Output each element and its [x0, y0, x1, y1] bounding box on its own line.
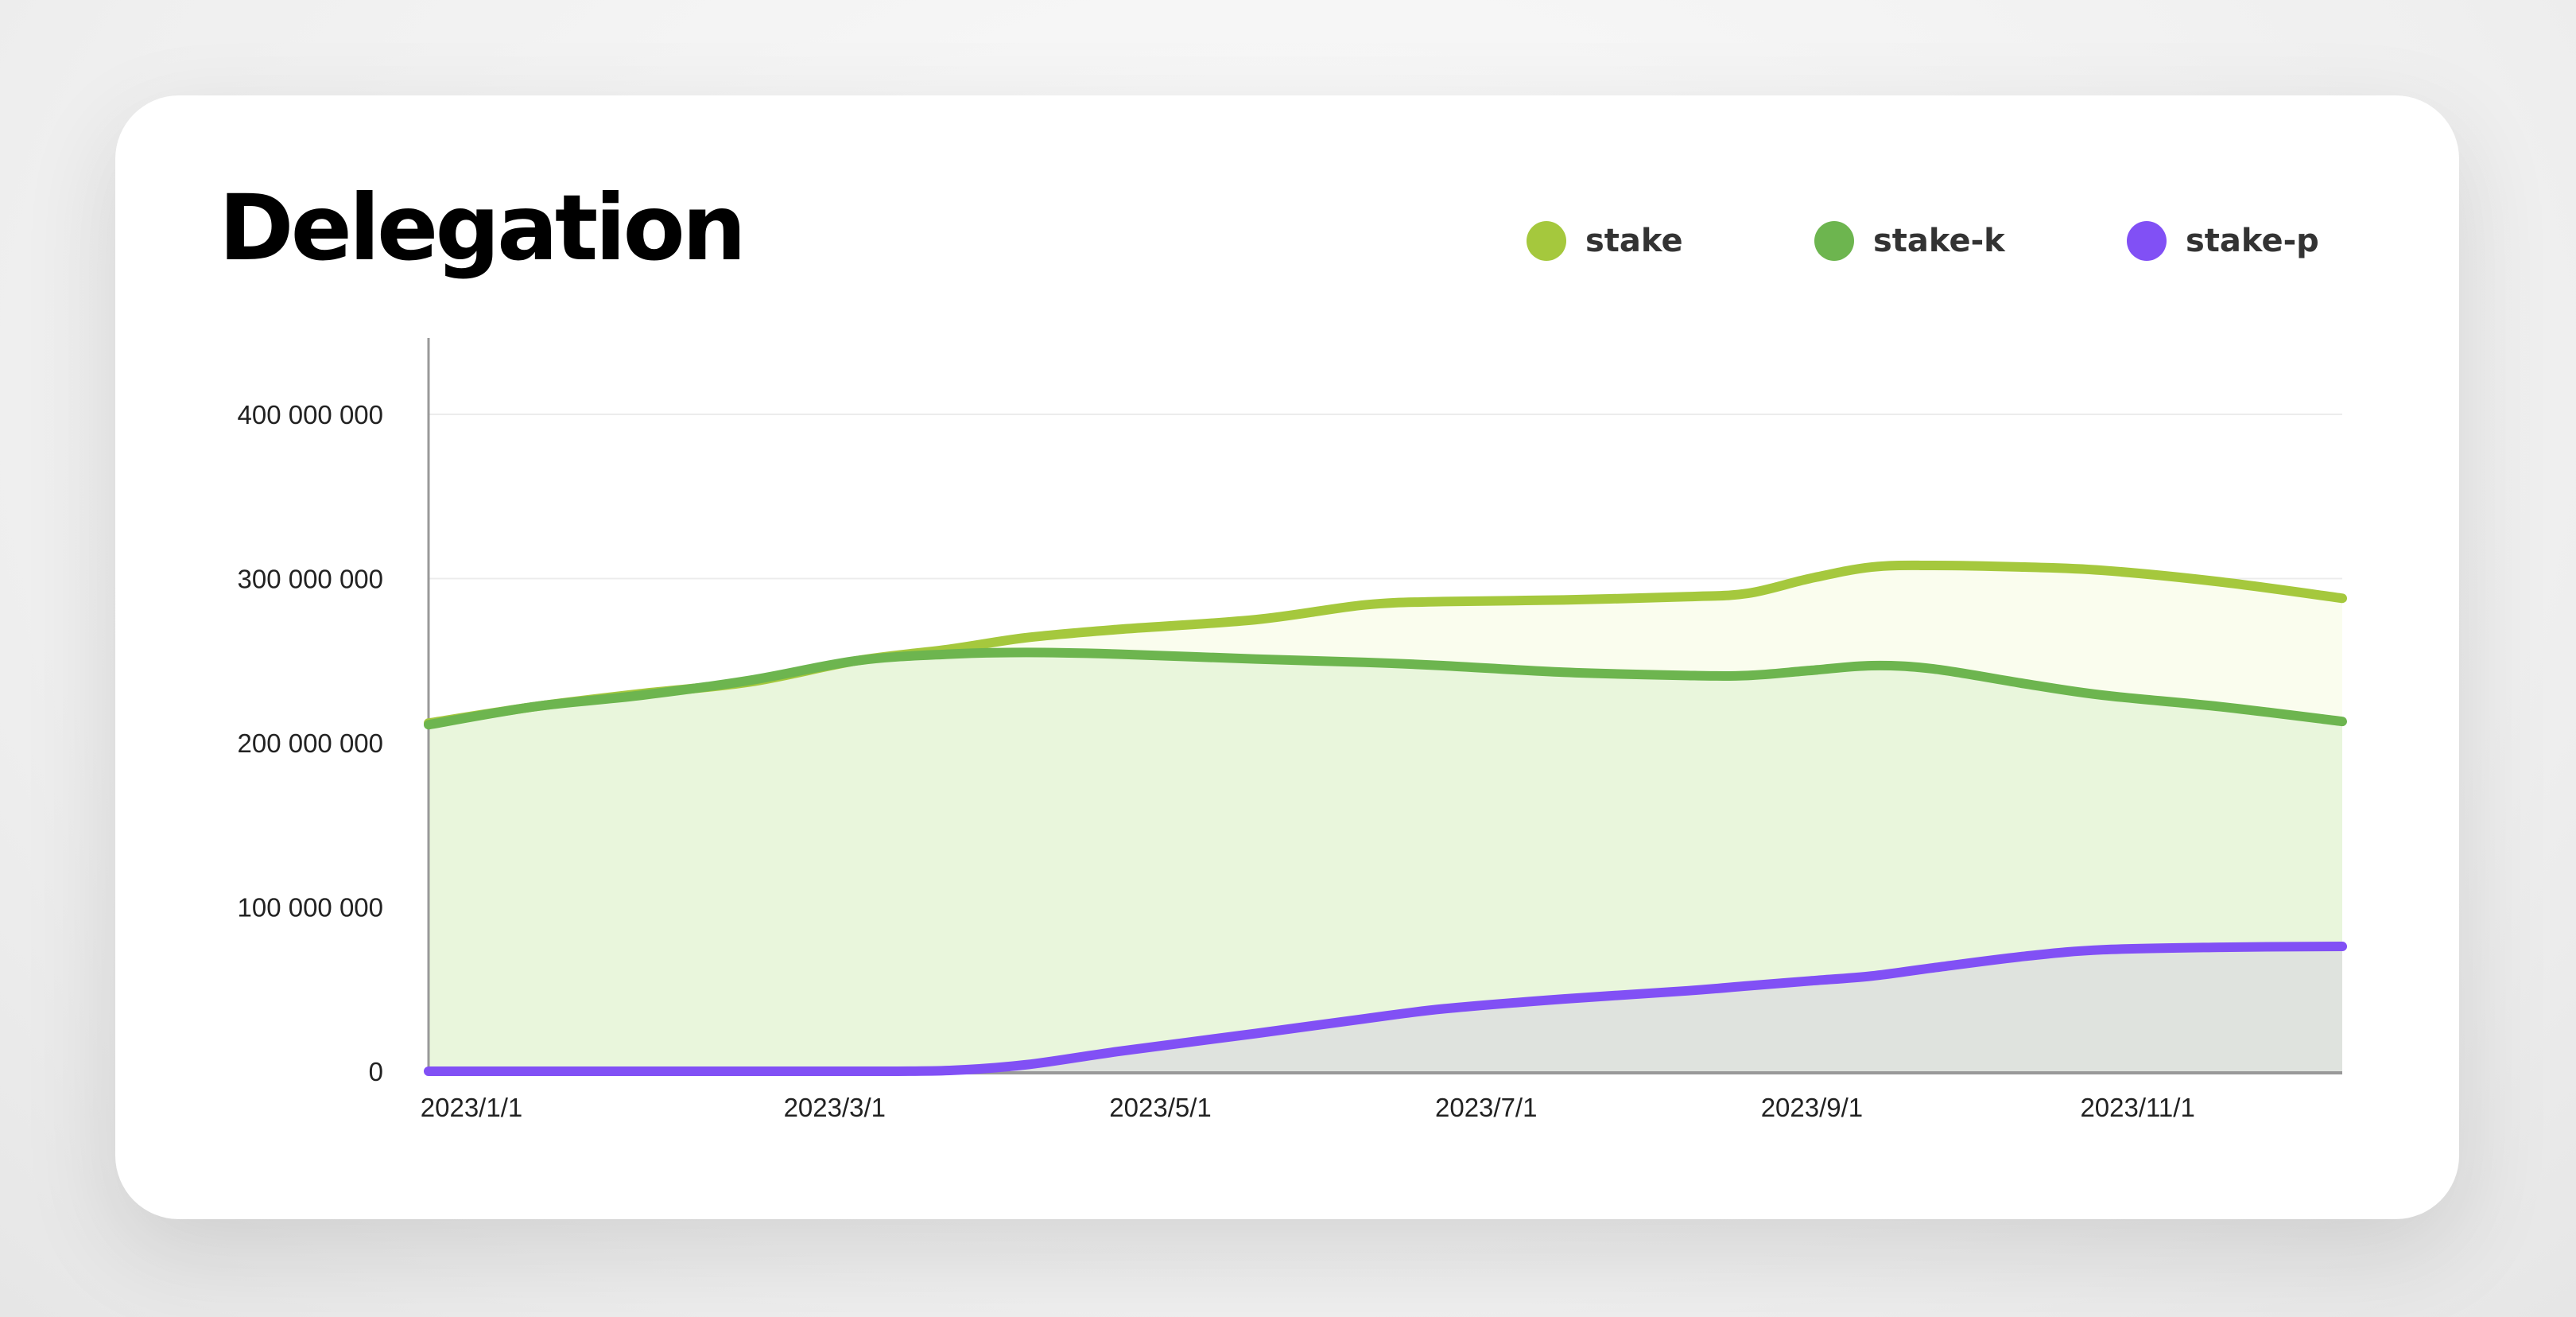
- legend-dot-icon: [2127, 221, 2167, 261]
- x-tick-label: 2023/9/1: [1761, 1093, 1863, 1122]
- area-stake-k: [429, 652, 2342, 1071]
- line-stake-p: [424, 942, 2347, 1077]
- y-tick-label: 0: [369, 1057, 383, 1086]
- legend-item-stake-k[interactable]: stake-k: [1814, 221, 2005, 261]
- x-tick-label: 2023/11/1: [2080, 1093, 2194, 1122]
- legend-dot-icon: [1814, 221, 1854, 261]
- chart-title: Delegation: [219, 175, 747, 281]
- legend-item-stake-p[interactable]: stake-p: [2127, 221, 2319, 261]
- x-tick-label: 2023/1/1: [421, 1093, 522, 1122]
- legend-label: stake-p: [2186, 223, 2319, 259]
- legend-label: stake-k: [1873, 223, 2005, 259]
- x-tick-label: 2023/7/1: [1435, 1093, 1537, 1122]
- y-tick-label: 300 000 000: [237, 565, 383, 594]
- legend-dot-icon: [1527, 221, 1566, 261]
- x-tick-label: 2023/5/1: [1109, 1093, 1211, 1122]
- line-stake-k: [424, 647, 2347, 730]
- legend-item-stake[interactable]: stake: [1527, 221, 1683, 261]
- y-tick-label: 200 000 000: [237, 728, 383, 758]
- x-tick-label: 2023/3/1: [784, 1093, 886, 1122]
- y-tick-label: 400 000 000: [237, 400, 383, 429]
- y-tick-label: 100 000 000: [237, 893, 383, 923]
- legend-label: stake: [1585, 223, 1683, 259]
